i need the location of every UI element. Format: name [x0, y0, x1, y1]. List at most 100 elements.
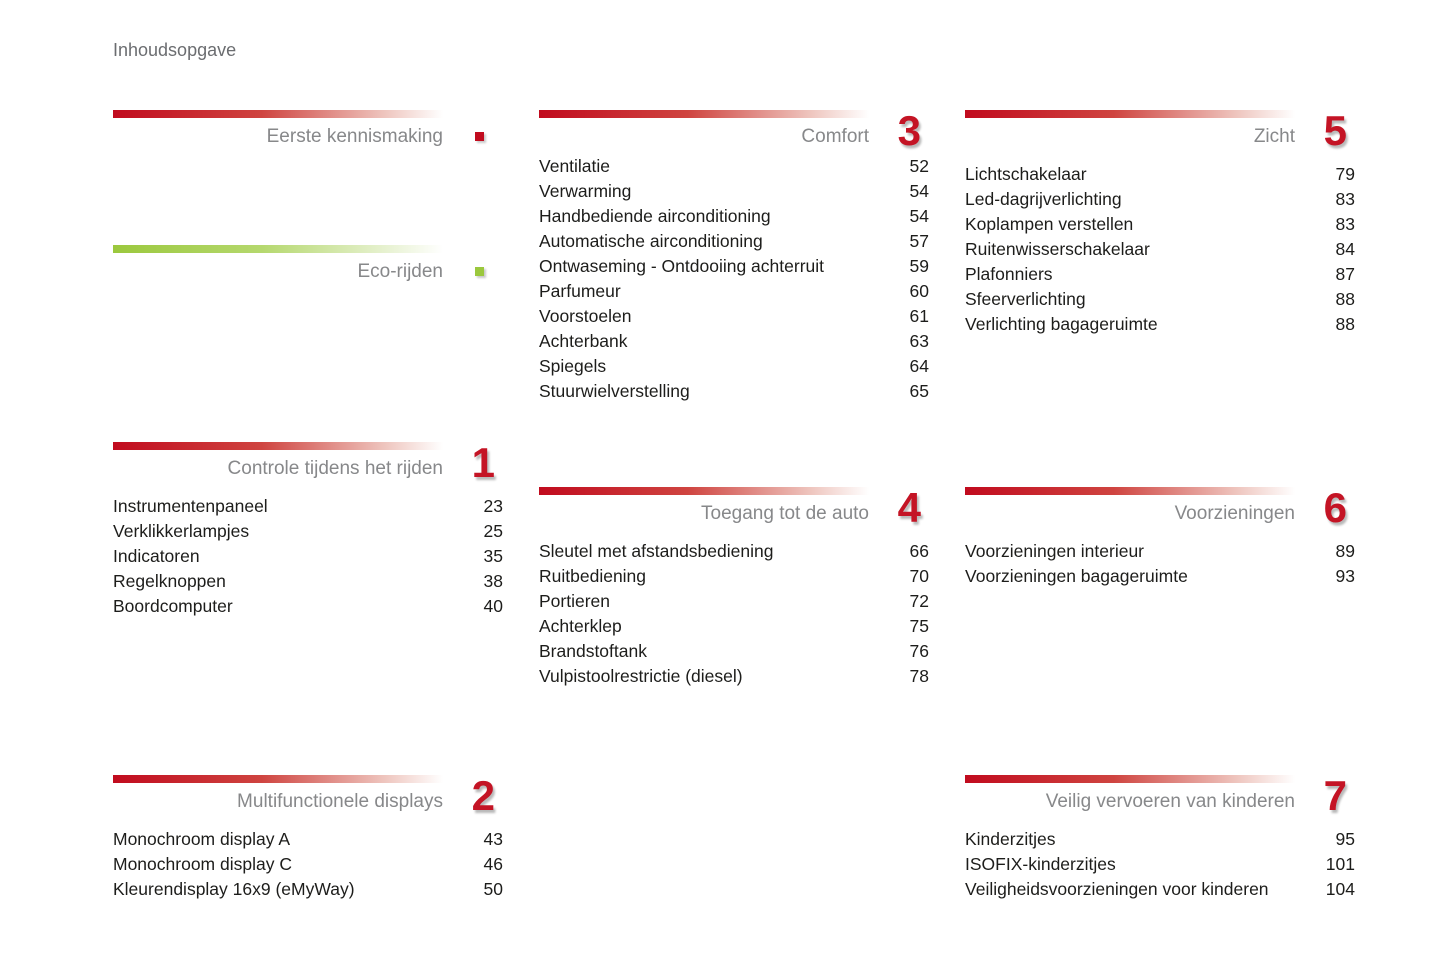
section-items: Ventilatie 52 Verwarming 54 Handbediende air… [539, 154, 929, 404]
toc-item-page: 60 [909, 281, 929, 301]
toc-item-label: Plafonniers [965, 264, 1053, 284]
toc-item-label: Voorstoelen [539, 306, 632, 326]
section-items: Monochroom display A 43 Monochroom display… [113, 827, 503, 902]
section-title: Toegang tot de auto [701, 503, 869, 524]
section-title: Veilig vervoeren van kinderen [1045, 791, 1295, 812]
toc-item-label: Veiligheidsvoorzieningen voor kinderen [965, 879, 1269, 899]
section-items: Sleutel met afstandsbediening 66 Ruitbedie… [539, 539, 929, 689]
toc-item-page: 72 [909, 591, 929, 611]
section-multifunctionele-displays: Multifunctionele displays 2 Monochroom d… [113, 775, 503, 902]
toc-item-label: Ventilatie [539, 156, 611, 176]
toc-item-label: Koplampen verstellen [965, 214, 1134, 234]
toc-item: Koplampen verstellen 83 [965, 212, 1355, 237]
toc-item-page: 59 [909, 256, 929, 276]
toc-item-page: 65 [909, 381, 929, 401]
toc-item-page: 61 [909, 306, 929, 326]
toc-item: Ontwaseming - Ontdooiing achterruit 59 [539, 254, 929, 279]
toc-item-page: 64 [909, 356, 929, 376]
toc-item-label: Boordcomputer [113, 596, 233, 616]
toc-item-label: Vulpistoolrestrictie (diesel) [539, 666, 743, 686]
toc-item: Ventilatie 52 [539, 154, 929, 179]
toc-item-label: Indicatoren [113, 546, 200, 566]
toc-item-label: Portieren [539, 591, 611, 611]
section-items: Lichtschakelaar 79 Led-dagrijverlichting 83… [965, 162, 1355, 337]
toc-item-label: Sfeerverlichting [965, 289, 1086, 309]
toc-item: Parfumeur 60 [539, 279, 929, 304]
toc-item-label: Voorzieningen bagageruimte [965, 566, 1188, 586]
section-bar [539, 487, 869, 495]
toc-item: Monochroom display A 43 [113, 827, 503, 852]
toc-item: Monochroom display C 46 [113, 852, 503, 877]
section-comfort: Comfort 3 Ventilatie 52 Verwarming 54 Handbe… [539, 110, 929, 404]
toc-item-label: Ruitbediening [539, 566, 647, 586]
toc-item: Sfeerverlichting 88 [965, 287, 1355, 312]
toc-item: Handbediende airconditioning 54 [539, 204, 929, 229]
toc-item-page: 50 [483, 879, 503, 899]
section-bar [965, 110, 1295, 118]
toc-item: Verwarming 54 [539, 179, 929, 204]
toc-item-label: Parfumeur [539, 281, 621, 301]
toc-item-label: Brandstoftank [539, 641, 647, 661]
section-controle-tijdens-het-rijden: Controle tijdens het rijden 1 Instrument… [113, 442, 503, 619]
section-number: 5 [1323, 107, 1347, 154]
toc-item-page: 38 [483, 571, 503, 591]
toc-item-page: 88 [1335, 314, 1355, 334]
toc-item-page: 88 [1335, 289, 1355, 309]
section-number: 4 [897, 484, 921, 531]
toc-item: Regelknoppen 38 [113, 569, 503, 594]
toc-item-page: 23 [483, 496, 503, 516]
toc-item-page: 54 [909, 206, 929, 226]
section-bar [539, 110, 869, 118]
section-items: Voorzieningen interieur 89 Voorzieningen b… [965, 539, 1355, 589]
section-bar [965, 775, 1295, 783]
toc-item-page: 87 [1335, 264, 1355, 284]
toc-item: ISOFIX-kinderzitjes 101 [965, 852, 1355, 877]
toc-item-page: 79 [1335, 164, 1355, 184]
toc-item-label: Lichtschakelaar [965, 164, 1087, 184]
toc-item-page: 25 [483, 521, 503, 541]
toc-item-label: Verwarming [539, 181, 632, 201]
toc-item: Brandstoftank 76 [539, 639, 929, 664]
toc-item-label: Handbediende airconditioning [539, 206, 771, 226]
section-number: 7 [1323, 772, 1347, 819]
toc-item-page: 66 [909, 541, 929, 561]
toc-item-label: Instrumentenpaneel [113, 496, 268, 516]
section-toegang-tot-de-auto: Toegang tot de auto 4 Sleutel met afstan… [539, 487, 929, 689]
toc-item: Kleurendisplay 16x9 (eMyWay) 50 [113, 877, 503, 902]
toc-item: Portieren 72 [539, 589, 929, 614]
toc-item: Automatische airconditioning 57 [539, 229, 929, 254]
toc-item-page: 54 [909, 181, 929, 201]
section-items: Kinderzitjes 95 ISOFIX-kinderzitjes 101 Veil… [965, 827, 1355, 902]
section-items: Instrumentenpaneel 23 Verklikkerlampjes 25 I… [113, 494, 503, 619]
section-number: 3 [897, 107, 921, 154]
section-veilig-vervoeren-van-kinderen: Veilig vervoeren van kinderen 7 Kinderzi… [965, 775, 1355, 902]
toc-item-label: Automatische airconditioning [539, 231, 763, 251]
section-bar [113, 775, 443, 783]
section-number: 2 [471, 772, 495, 819]
section-number: 1 [471, 439, 495, 486]
toc-item-label: ISOFIX-kinderzitjes [965, 854, 1116, 874]
toc-item: Boordcomputer 40 [113, 594, 503, 619]
toc-item-label: Stuurwielverstelling [539, 381, 690, 401]
toc-item-page: 83 [1335, 214, 1355, 234]
section-title: Multifunctionele displays [237, 791, 443, 812]
toc-item-label: Verlichting bagageruimte [965, 314, 1158, 334]
toc-item: Spiegels 64 [539, 354, 929, 379]
toc-item-label: Monochroom display A [113, 829, 291, 849]
toc-item-page: 57 [909, 231, 929, 251]
toc-item-label: Kleurendisplay 16x9 (eMyWay) [113, 879, 355, 899]
toc-item: Sleutel met afstandsbediening 66 [539, 539, 929, 564]
toc-item: Voorstoelen 61 [539, 304, 929, 329]
toc-item-label: Ruitenwisserschakelaar [965, 239, 1150, 259]
toc-item-label: Monochroom display C [113, 854, 292, 874]
toc-item-page: 43 [483, 829, 503, 849]
toc-item: Voorzieningen interieur 89 [965, 539, 1355, 564]
toc-item: Kinderzitjes 95 [965, 827, 1355, 852]
toc-item-page: 46 [483, 854, 503, 874]
toc-item: Voorzieningen bagageruimte 93 [965, 564, 1355, 589]
toc-item: Led-dagrijverlichting 83 [965, 187, 1355, 212]
section-bar [113, 110, 443, 118]
toc-item-page: 83 [1335, 189, 1355, 209]
toc-item-page: 93 [1335, 566, 1355, 586]
